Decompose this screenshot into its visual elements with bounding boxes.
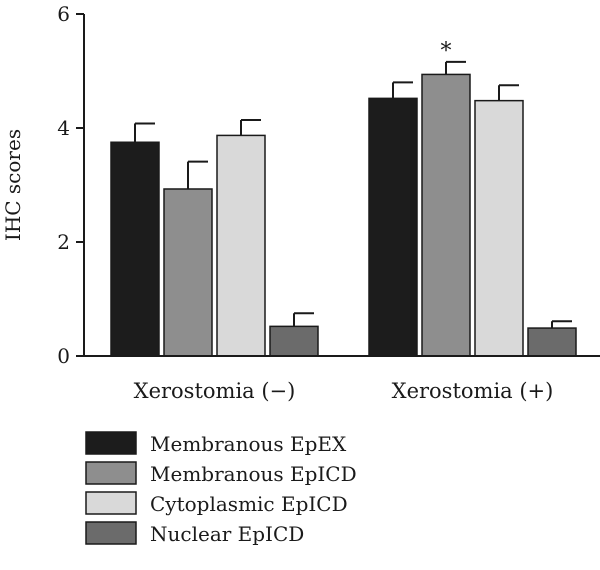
bars-layer [110, 60, 577, 357]
bar-membranous-epicd-1 [421, 73, 471, 357]
legend-swatch-cytoplasmic-epicd [85, 491, 137, 515]
y-axis-label: IHC scores [1, 129, 25, 241]
legend-swatch-membranous-epex [85, 431, 137, 455]
legend-label-membranous-epex: Membranous EpEX [150, 432, 347, 456]
legend-label-nuclear-epicd: Nuclear EpICD [150, 522, 304, 546]
legend: Membranous EpEX Membranous EpICD Cytoplasm… [85, 431, 357, 546]
x-tick-label-1: Xerostomia (+) [392, 379, 554, 403]
significance-marker-0: * [441, 39, 452, 64]
bar-membranous-epex-1 [368, 97, 418, 357]
bar-cytoplasmic-epicd-1 [474, 99, 524, 357]
bar-membranous-epex-0 [110, 141, 160, 357]
legend-swatch-nuclear-epicd [85, 521, 137, 545]
x-tick-label-0: Xerostomia (−) [134, 379, 296, 403]
y-tick-label-6: 6 [57, 2, 70, 26]
y-tick-label-4: 4 [57, 116, 70, 140]
bar-nuclear-epicd-0 [269, 325, 319, 357]
y-tick-label-2: 2 [57, 230, 70, 254]
bar-nuclear-epicd-1 [527, 327, 577, 357]
bar-cytoplasmic-epicd-0 [216, 134, 266, 357]
bar-membranous-epicd-0 [163, 188, 213, 357]
y-tick-label-0: 0 [57, 344, 70, 368]
axes-layer: Xerostomia (−) Xerostomia (+) * 0 2 4 6 [57, 2, 600, 403]
legend-swatch-membranous-epicd [85, 461, 137, 485]
legend-label-membranous-epicd: Membranous EpICD [150, 462, 357, 486]
legend-label-cytoplasmic-epicd: Cytoplasmic EpICD [150, 492, 348, 516]
